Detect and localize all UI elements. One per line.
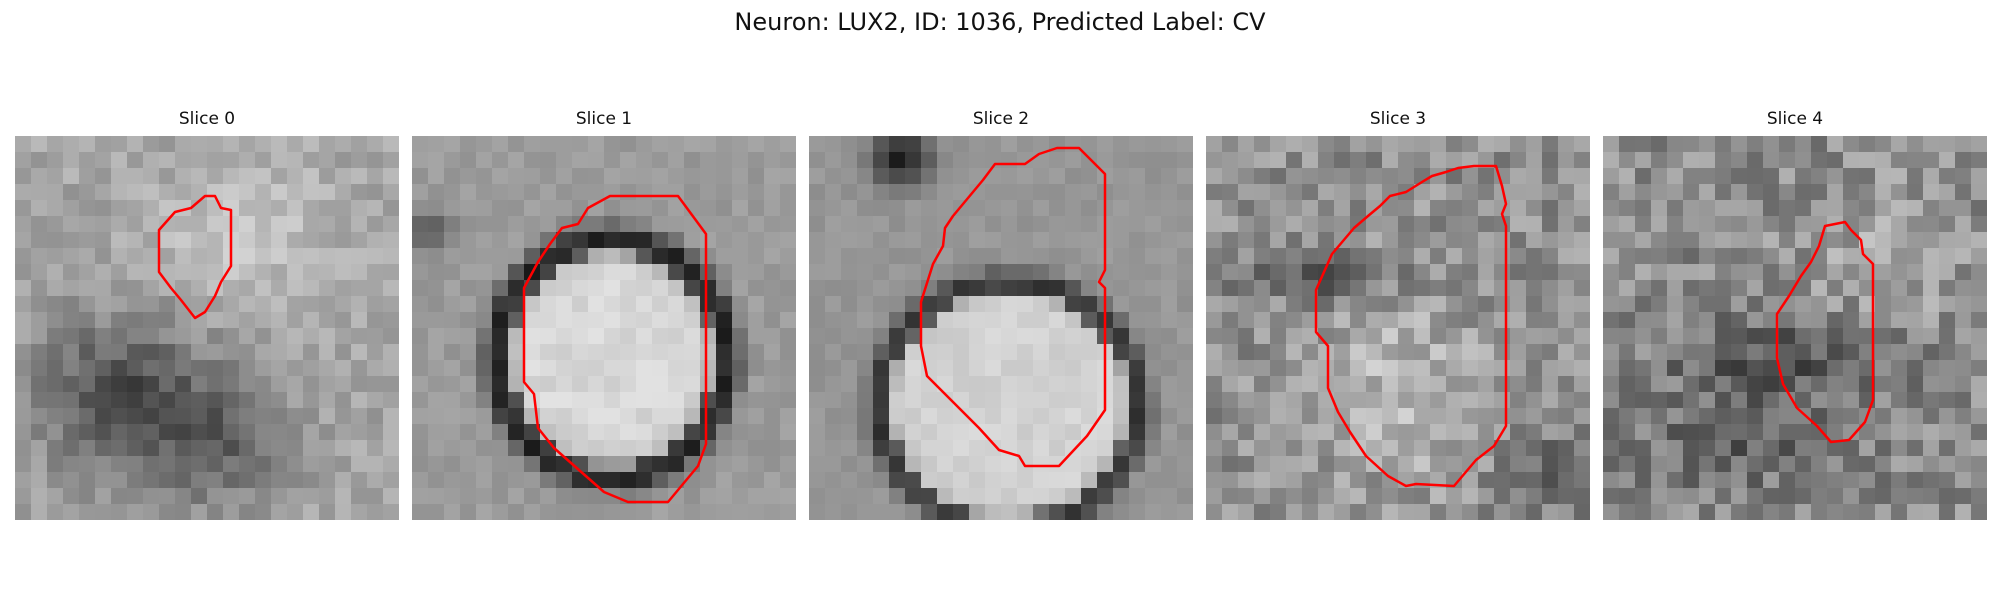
slice-image-1 — [412, 136, 796, 520]
slice-title-1: Slice 1 — [575, 109, 633, 129]
slice-title-2: Slice 2 — [972, 109, 1030, 129]
slice-image-0 — [15, 136, 399, 520]
slice-panel-1: Slice 1 — [412, 108, 796, 520]
slice-title-4: Slice 4 — [1766, 109, 1824, 129]
segmentation-contour — [522, 194, 708, 504]
segmentation-contour — [1775, 220, 1875, 444]
slice-panel-4: Slice 4 — [1603, 108, 1987, 520]
figure-title: Neuron: LUX2, ID: 1036, Predicted Label:… — [734, 8, 1266, 36]
slice-image-2 — [809, 136, 1193, 520]
segmentation-contour — [1314, 164, 1508, 488]
slice-panel-2: Slice 2 — [809, 108, 1193, 520]
slice-panel-0: Slice 0 — [15, 108, 399, 520]
segmentation-contour — [157, 194, 233, 320]
slice-panel-3: Slice 3 — [1206, 108, 1590, 520]
segmentation-contour — [919, 146, 1107, 468]
slice-title-0: Slice 0 — [178, 109, 236, 129]
slice-image-3 — [1206, 136, 1590, 520]
slice-image-4 — [1603, 136, 1987, 520]
slice-title-3: Slice 3 — [1369, 109, 1427, 129]
